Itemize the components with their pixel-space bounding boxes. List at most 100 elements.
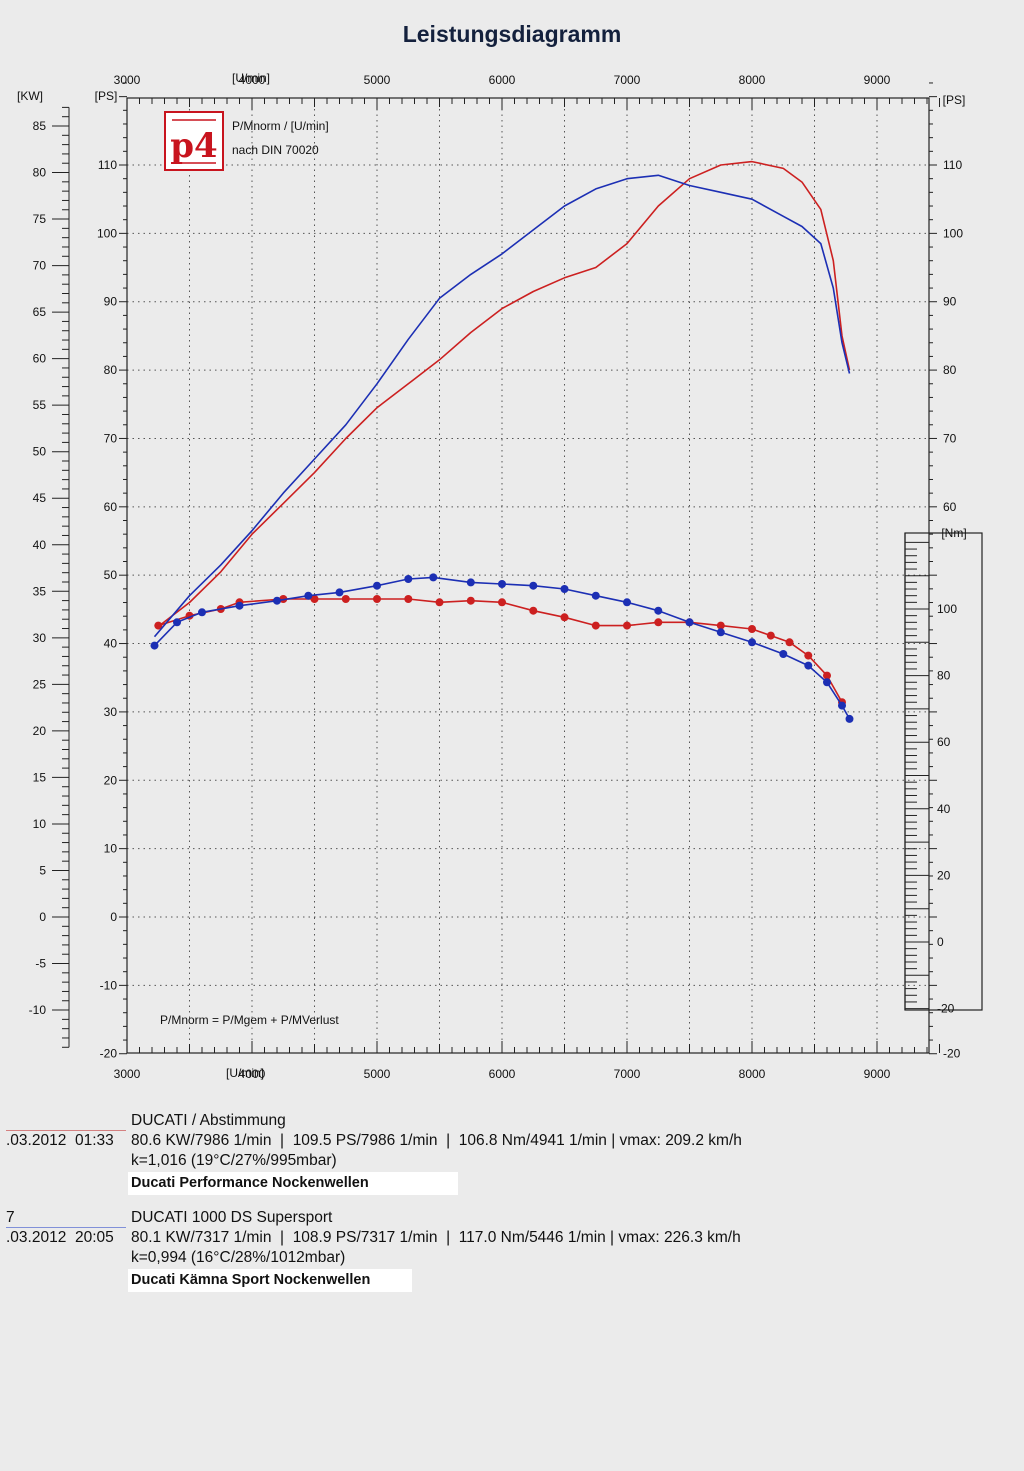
kw-tick-label: 30 — [33, 631, 47, 645]
rpm-tick-label-bottom: 8000 — [739, 1067, 766, 1081]
plot-frame — [126, 97, 930, 1054]
kw-tick-label: 85 — [33, 119, 47, 133]
torque-point-blue — [823, 678, 831, 687]
torque-point-blue — [838, 701, 846, 710]
torque-point-red — [341, 595, 350, 603]
ps-tick-label-left: 80 — [104, 363, 118, 377]
torque-point-blue — [591, 591, 600, 600]
torque-point-blue — [150, 641, 159, 650]
nm-tick-label: 60 — [937, 735, 951, 749]
series-layer — [150, 160, 854, 723]
kw-tick-label: 40 — [33, 538, 47, 552]
torque-point-blue — [779, 650, 788, 658]
rpm-axis-label-bottom: [U/min] — [226, 1066, 264, 1080]
torque-point-blue — [404, 575, 413, 583]
axes: 3000300040004000500050006000600070007000… — [29, 73, 983, 1081]
torque-point-blue — [173, 618, 181, 627]
run2-name: DUCATI 1000 DS Supersport — [131, 1209, 333, 1226]
torque-point-blue — [804, 661, 813, 670]
torque-point-red — [716, 621, 725, 630]
torque-point-blue — [235, 601, 244, 610]
nm-tick-label: 40 — [937, 802, 951, 816]
torque-point-red — [560, 613, 569, 622]
kw-axis-label: [KW] — [17, 89, 43, 103]
rpm-tick-label-top: 6000 — [489, 73, 516, 87]
torque-point-blue — [716, 628, 725, 637]
kw-tick-label: 50 — [33, 445, 47, 459]
ps-tick-label-left: 100 — [97, 226, 117, 240]
rpm-axis-label-top: [U/min] — [232, 71, 270, 85]
ps-axis-label-left: [PS] — [95, 89, 118, 103]
run2-k: k=0,994 (16°C/28%/1012mbar) — [131, 1249, 346, 1266]
torque-point-blue — [748, 638, 756, 647]
run2-date: .03.2012 20:05 — [6, 1229, 114, 1246]
torque-point-red — [823, 671, 831, 680]
torque-point-blue — [429, 573, 438, 582]
nm-tick-label: 100 — [937, 602, 957, 616]
torque-point-red — [466, 596, 475, 605]
ps-tick-label-right: 70 — [943, 431, 957, 445]
run1-stats: 80.6 KW/7986 1/min | 109.5 PS/7986 1/min… — [131, 1132, 742, 1149]
kw-tick-label: 10 — [33, 817, 47, 831]
kw-tick-label: 35 — [33, 584, 47, 598]
ps-tick-label-right: 90 — [943, 295, 957, 309]
torque-curve-red — [158, 598, 843, 703]
torque-point-red — [404, 595, 413, 603]
torque-point-blue — [529, 581, 538, 590]
torque-point-blue — [198, 608, 206, 617]
nm-tick-label: -20 — [937, 1002, 955, 1016]
torque-point-blue — [685, 618, 694, 627]
ps-tick-label-left: 30 — [104, 705, 118, 719]
rpm-tick-label-bottom: 5000 — [364, 1067, 391, 1081]
torque-point-red — [529, 606, 538, 615]
kw-tick-label: -5 — [35, 957, 46, 971]
ps-tick-label-left: 70 — [104, 431, 118, 445]
kw-tick-label: 0 — [39, 910, 46, 924]
run1-tag: Ducati Performance Nockenwellen — [128, 1172, 458, 1195]
kw-tick-label: 55 — [33, 398, 47, 412]
rpm-tick-label-bottom: 3000 — [114, 1067, 141, 1081]
formula-note: P/Mnorm = P/Mgem + P/MVerlust — [160, 1013, 339, 1027]
legend-line-1: P/Mnorm / [U/min] — [232, 119, 329, 133]
ps-tick-label-left: 50 — [104, 568, 118, 582]
kw-tick-label: 20 — [33, 724, 47, 738]
kw-tick-label: 5 — [39, 863, 46, 877]
torque-point-blue — [466, 578, 475, 587]
torque-point-red — [654, 618, 663, 627]
torque-point-blue — [304, 591, 313, 600]
torque-point-blue — [623, 598, 631, 607]
power-curve-red — [157, 160, 851, 628]
ps-tick-label-right: 60 — [943, 500, 957, 514]
grid-lines — [127, 98, 929, 1053]
torque-point-red — [373, 595, 381, 603]
nm-tick-label: 80 — [937, 669, 951, 683]
torque-point-red — [310, 595, 319, 603]
kw-tick-label: 15 — [33, 770, 47, 784]
torque-point-red — [591, 621, 600, 630]
rpm-tick-label-bottom: 7000 — [614, 1067, 641, 1081]
torque-point-blue — [498, 580, 506, 588]
rpm-tick-label-top: 7000 — [614, 73, 641, 87]
torque-point-red — [748, 625, 756, 633]
legend-line-2: nach DIN 70020 — [232, 143, 319, 157]
rpm-tick-label-bottom: 6000 — [489, 1067, 516, 1081]
ps-tick-label-left: 110 — [98, 158, 117, 172]
ps-tick-label-right: -20 — [943, 1047, 961, 1061]
torque-point-blue — [560, 585, 569, 593]
ps-tick-label-left: 40 — [104, 637, 118, 651]
ps-tick-label-right: 100 — [943, 226, 963, 240]
run2-tag: Ducati Kämna Sport Nockenwellen — [128, 1269, 412, 1292]
kw-tick-label: -10 — [29, 1003, 47, 1017]
ps-tick-label-left: -10 — [100, 978, 118, 992]
run1-rule — [6, 1130, 126, 1131]
torque-point-red — [766, 631, 775, 640]
ps-tick-label-left: 10 — [104, 842, 118, 856]
torque-point-red — [623, 621, 631, 630]
power-curve-blue — [153, 174, 851, 638]
p4-logo: p4 — [164, 111, 224, 171]
torque-point-red — [435, 598, 444, 607]
ps-tick-label-left: 20 — [104, 773, 118, 787]
chart-title: Leistungsdiagramm — [403, 21, 622, 47]
ps-tick-label-left: 0 — [110, 910, 117, 924]
run2-prefix: 7 — [6, 1209, 15, 1226]
